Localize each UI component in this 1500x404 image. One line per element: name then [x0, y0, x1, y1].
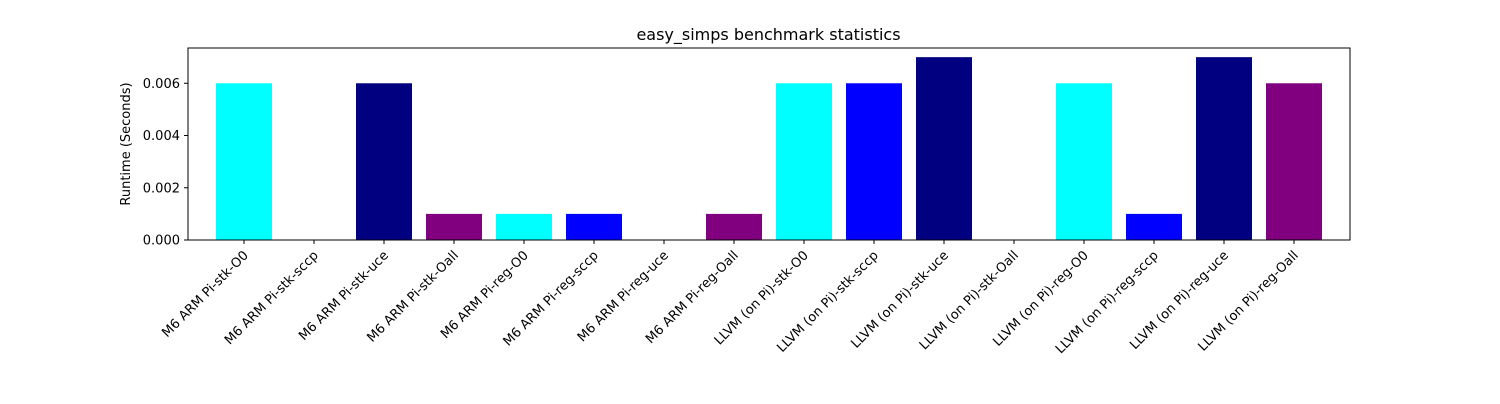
bar	[1126, 213, 1182, 240]
bar	[216, 83, 272, 241]
y-tick-label: 0.000	[143, 234, 180, 249]
bar	[426, 213, 482, 240]
bar	[916, 57, 972, 240]
bar	[1196, 57, 1252, 240]
y-tick-label: 0.002	[143, 181, 180, 196]
bar	[846, 83, 902, 241]
bar	[1056, 83, 1112, 241]
bar	[706, 213, 762, 240]
y-axis-label: Runtime (Seconds)	[119, 82, 134, 205]
y-axis: 0.000 0.002 0.004 0.006	[143, 77, 188, 249]
y-tick-label: 0.004	[143, 129, 180, 144]
bar	[496, 213, 552, 240]
y-tick-label: 0.006	[143, 77, 180, 92]
bar	[356, 83, 412, 241]
bar	[566, 213, 622, 240]
plot-frame	[187, 47, 1351, 241]
bar	[1266, 83, 1322, 241]
bars-layer	[216, 57, 1322, 241]
bar	[776, 83, 832, 241]
chart-title: easy_simps benchmark statistics	[636, 25, 900, 45]
